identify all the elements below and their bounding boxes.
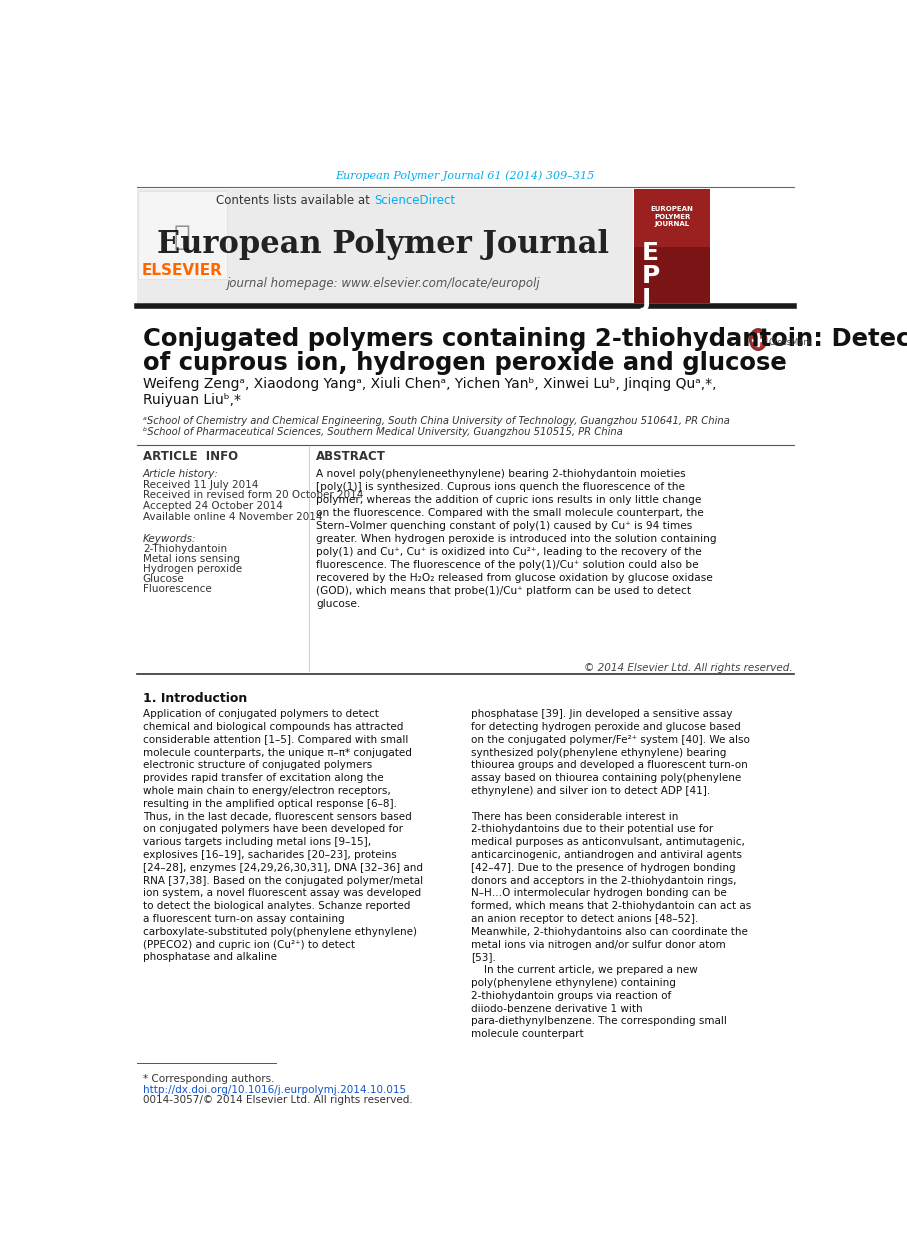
Text: ᵇSchool of Pharmaceutical Sciences, Southern Medical University, Guangzhou 51051: ᵇSchool of Pharmaceutical Sciences, Sout… bbox=[142, 427, 623, 437]
Text: Application of conjugated polymers to detect
chemical and biological compounds h: Application of conjugated polymers to de… bbox=[142, 709, 423, 962]
Text: ScienceDirect: ScienceDirect bbox=[374, 194, 455, 208]
FancyBboxPatch shape bbox=[137, 188, 632, 302]
Text: Available online 4 November 2014: Available online 4 November 2014 bbox=[142, 513, 322, 522]
Text: Accepted 24 October 2014: Accepted 24 October 2014 bbox=[142, 501, 283, 511]
Text: EUROPEAN
POLYMER
JOURNAL: EUROPEAN POLYMER JOURNAL bbox=[650, 207, 694, 228]
Text: 0014-3057/© 2014 Elsevier Ltd. All rights reserved.: 0014-3057/© 2014 Elsevier Ltd. All right… bbox=[142, 1094, 413, 1104]
Text: of cuprous ion, hydrogen peroxide and glucose: of cuprous ion, hydrogen peroxide and gl… bbox=[142, 350, 786, 375]
Text: ABSTRACT: ABSTRACT bbox=[317, 451, 386, 463]
Text: Weifeng Zengᵃ, Xiaodong Yangᵃ, Xiuli Chenᵃ, Yichen Yanᵇ, Xinwei Luᵇ, Jinqing Quᵃ: Weifeng Zengᵃ, Xiaodong Yangᵃ, Xiuli Che… bbox=[142, 378, 717, 391]
Text: Ruiyuan Liuᵇ,*: Ruiyuan Liuᵇ,* bbox=[142, 392, 241, 406]
Text: ARTICLE  INFO: ARTICLE INFO bbox=[142, 451, 238, 463]
Text: European Polymer Journal: European Polymer Journal bbox=[157, 229, 610, 260]
FancyBboxPatch shape bbox=[138, 191, 228, 280]
Text: Received 11 July 2014: Received 11 July 2014 bbox=[142, 479, 258, 490]
Text: A novel poly(phenyleneethynylene) bearing 2-thiohydantoin moieties
[poly(1)] is : A novel poly(phenyleneethynylene) bearin… bbox=[317, 469, 717, 609]
Text: Received in revised form 20 October 2014: Received in revised form 20 October 2014 bbox=[142, 490, 363, 500]
Text: Keywords:: Keywords: bbox=[142, 534, 196, 543]
Text: ELSEVIER: ELSEVIER bbox=[141, 262, 223, 277]
FancyBboxPatch shape bbox=[634, 188, 710, 302]
Ellipse shape bbox=[752, 331, 765, 348]
Text: ᵃSchool of Chemistry and Chemical Engineering, South China University of Technol: ᵃSchool of Chemistry and Chemical Engine… bbox=[142, 416, 730, 426]
Text: 🌳: 🌳 bbox=[174, 223, 190, 251]
Text: Glucose: Glucose bbox=[142, 574, 185, 584]
Text: European Polymer Journal 61 (2014) 309–315: European Polymer Journal 61 (2014) 309–3… bbox=[335, 171, 594, 181]
Text: © 2014 Elsevier Ltd. All rights reserved.: © 2014 Elsevier Ltd. All rights reserved… bbox=[583, 662, 793, 673]
Ellipse shape bbox=[750, 329, 766, 350]
Text: http://dx.doi.org/10.1016/j.eurpolymj.2014.10.015: http://dx.doi.org/10.1016/j.eurpolymj.20… bbox=[142, 1084, 406, 1094]
Text: E
P
J: E P J bbox=[642, 240, 660, 311]
Text: journal homepage: www.elsevier.com/locate/europolj: journal homepage: www.elsevier.com/locat… bbox=[226, 277, 540, 290]
Text: Article history:: Article history: bbox=[142, 469, 219, 479]
Text: Conjugated polymers containing 2-thiohydantoin: Detection: Conjugated polymers containing 2-thiohyd… bbox=[142, 327, 907, 350]
Text: Hydrogen peroxide: Hydrogen peroxide bbox=[142, 565, 242, 574]
Text: phosphatase [39]. Jin developed a sensitive assay
for detecting hydrogen peroxid: phosphatase [39]. Jin developed a sensit… bbox=[472, 709, 752, 1039]
Text: Metal ions sensing: Metal ions sensing bbox=[142, 555, 239, 565]
FancyBboxPatch shape bbox=[634, 188, 710, 248]
Text: Fluorescence: Fluorescence bbox=[142, 584, 211, 594]
Text: Contents lists available at: Contents lists available at bbox=[216, 194, 374, 208]
Text: 2-Thiohydantoin: 2-Thiohydantoin bbox=[142, 545, 227, 555]
Text: CrossMark: CrossMark bbox=[768, 338, 812, 347]
Text: * Corresponding authors.: * Corresponding authors. bbox=[142, 1075, 274, 1084]
Text: 1. Introduction: 1. Introduction bbox=[142, 692, 247, 706]
